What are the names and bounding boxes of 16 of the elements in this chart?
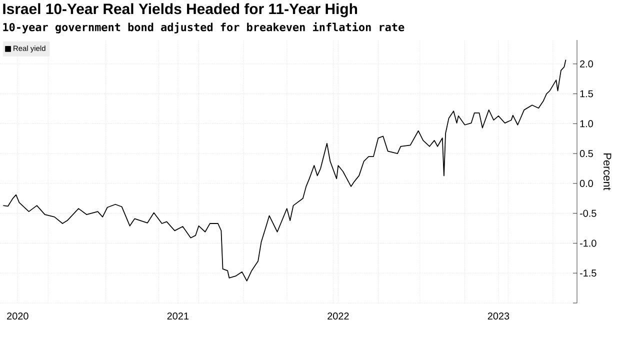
x-tick-label: 2021 <box>167 312 189 320</box>
y-tick-label: 0.0 <box>580 180 593 187</box>
y-axis-title: Percent <box>604 154 612 190</box>
y-tick-label: -1.0 <box>580 240 596 247</box>
y-tick-label: -1.5 <box>580 270 596 277</box>
y-tick-label: 1.0 <box>580 120 593 128</box>
y-tick-label: 0.5 <box>580 150 593 158</box>
x-tick-label: 2023 <box>488 312 510 320</box>
y-tick-label: 2.0 <box>580 60 593 68</box>
chart-title: Israel 10-Year Real Yields Headed for 11-Year High <box>3 3 358 18</box>
y-tick-label: -0.5 <box>580 210 596 217</box>
line-series <box>2 59 566 282</box>
chart-subtitle: 10-year government bond adjusted for breakeven inflation rate <box>3 22 404 34</box>
x-tick-label: 2022 <box>328 312 349 320</box>
y-tick-label: 1.5 <box>580 90 593 98</box>
x-tick-label: 2020 <box>7 312 28 320</box>
